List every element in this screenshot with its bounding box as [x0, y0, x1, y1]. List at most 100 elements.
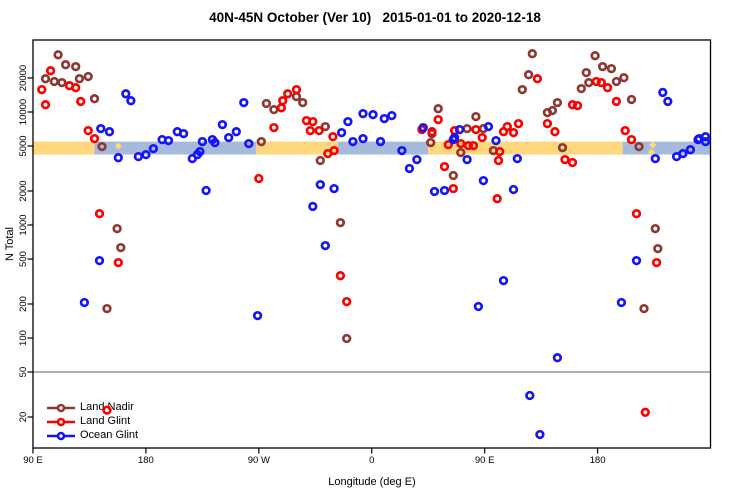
data-point-ocean-glint — [448, 134, 458, 145]
data-point-land-glint — [305, 125, 315, 136]
data-point-land-nadir — [269, 104, 279, 115]
data-point-ocean-glint — [483, 121, 494, 132]
data-point-land-nadir — [433, 104, 443, 114]
data-point-land-nadir — [448, 170, 458, 181]
data-point-ocean-glint — [508, 184, 519, 195]
data-point-ocean-glint — [244, 138, 254, 149]
data-point-ocean-glint — [552, 353, 563, 363]
data-point-land-glint — [631, 209, 642, 219]
legend-label-land-nadir: Land Nadir — [80, 401, 134, 413]
data-point-ocean-glint — [239, 97, 249, 108]
data-point-ocean-glint — [512, 153, 522, 164]
data-point-ocean-glint — [343, 116, 353, 127]
data-point-ocean-glint — [192, 149, 203, 160]
x-tick-label: 90 W — [248, 455, 270, 466]
data-point-ocean-glint — [79, 297, 90, 308]
data-point-land-glint — [254, 173, 264, 184]
data-point-land-glint — [113, 257, 123, 268]
data-point-ocean-glint — [631, 255, 642, 266]
expected-band-segment — [622, 141, 711, 155]
legend-marker-ocean-glint — [47, 431, 75, 440]
data-point-land-nadir — [49, 76, 59, 87]
data-point-ocean-glint — [133, 151, 144, 162]
data-point-ocean-glint — [308, 201, 318, 212]
data-point-ocean-glint — [498, 275, 509, 286]
data-point-land-nadir — [342, 333, 352, 344]
data-point-land-nadir — [547, 105, 558, 116]
data-point-ocean-glint — [126, 96, 136, 106]
data-point-land-nadir — [557, 142, 568, 153]
data-point-land-glint — [602, 83, 613, 93]
legend-marker-land-glint — [47, 417, 75, 426]
data-point-land-nadir — [611, 76, 622, 87]
data-point-ocean-glint — [478, 175, 489, 186]
data-point-land-nadir — [40, 74, 51, 84]
data-point-land-glint — [269, 122, 279, 133]
expected-band-segment — [33, 141, 95, 155]
data-point-ocean-glint — [172, 127, 182, 137]
chart-title: 40N-45N October (Ver 10) 2015-01-01 to 2… — [209, 10, 541, 25]
data-point-land-nadir — [426, 137, 436, 148]
data-point-land-glint — [342, 296, 352, 307]
data-point-ocean-glint — [685, 145, 696, 155]
data-point-land-glint — [560, 154, 570, 165]
data-point-ocean-glint — [315, 179, 325, 190]
data-point-ocean-glint — [210, 137, 220, 148]
data-point-ocean-glint — [449, 132, 460, 143]
data-point-land-nadir — [335, 217, 346, 228]
data-point-land-nadir — [116, 242, 126, 253]
data-point-land-nadir — [74, 74, 85, 84]
data-point-land-glint — [502, 121, 512, 132]
data-point-land-glint — [532, 74, 543, 84]
data-point-land-nadir — [112, 223, 122, 234]
y-tick-label: 2000 — [18, 180, 29, 201]
data-point-land-nadir — [590, 51, 600, 61]
y-axis-title: N Total — [4, 226, 16, 262]
y-tick-label: 50 — [18, 367, 29, 378]
data-point-ocean-glint — [104, 127, 115, 137]
data-point-land-nadir — [606, 63, 617, 74]
data-point-ocean-glint — [94, 255, 105, 266]
data-point-land-glint — [427, 127, 437, 137]
data-point-land-glint — [301, 115, 312, 126]
data-point-ocean-glint — [121, 89, 131, 99]
data-point-land-glint — [448, 183, 458, 194]
data-point-land-glint — [335, 271, 346, 281]
data-point-ocean-glint — [157, 134, 167, 145]
data-point-land-glint — [71, 83, 81, 93]
data-point-land-nadir — [462, 123, 472, 134]
data-point-ocean-glint — [358, 108, 368, 119]
y-tick-label: 200 — [18, 296, 29, 312]
data-point-ocean-glint — [439, 185, 450, 196]
data-point-land-glint — [463, 140, 474, 151]
data-point-ocean-glint — [224, 132, 234, 143]
data-point-ocean-glint — [336, 127, 347, 138]
data-point-land-glint — [550, 127, 560, 137]
data-point-ocean-glint — [535, 429, 545, 440]
data-point-land-glint — [513, 118, 524, 129]
data-point-land-nadir — [57, 77, 67, 88]
data-point-land-glint — [611, 96, 622, 107]
y-tick-label: 1000 — [18, 214, 29, 235]
data-point-land-glint — [283, 89, 293, 99]
data-point-land-glint — [640, 407, 650, 417]
data-point-land-glint — [508, 127, 519, 138]
data-point-land-nadir — [576, 83, 586, 94]
data-point-ocean-glint — [616, 297, 627, 308]
expected-band-segment — [428, 141, 623, 155]
data-point-ocean-glint — [429, 186, 440, 197]
legend: Land Nadir Land Glint Ocean Glint — [46, 401, 138, 442]
data-point-land-glint — [456, 138, 466, 149]
data-point-ocean-glint — [96, 123, 106, 134]
data-point-land-nadir — [291, 91, 302, 102]
data-point-land-glint — [417, 124, 427, 135]
data-point-ocean-glint — [473, 301, 484, 312]
data-point-land-nadir — [653, 243, 663, 254]
data-point-land-glint — [64, 81, 75, 91]
data-point-land-nadir — [634, 141, 644, 152]
data-point-land-glint — [572, 100, 583, 111]
data-point-ocean-glint — [148, 143, 159, 154]
data-point-ocean-glint — [178, 128, 189, 139]
data-point-ocean-glint — [329, 183, 339, 194]
